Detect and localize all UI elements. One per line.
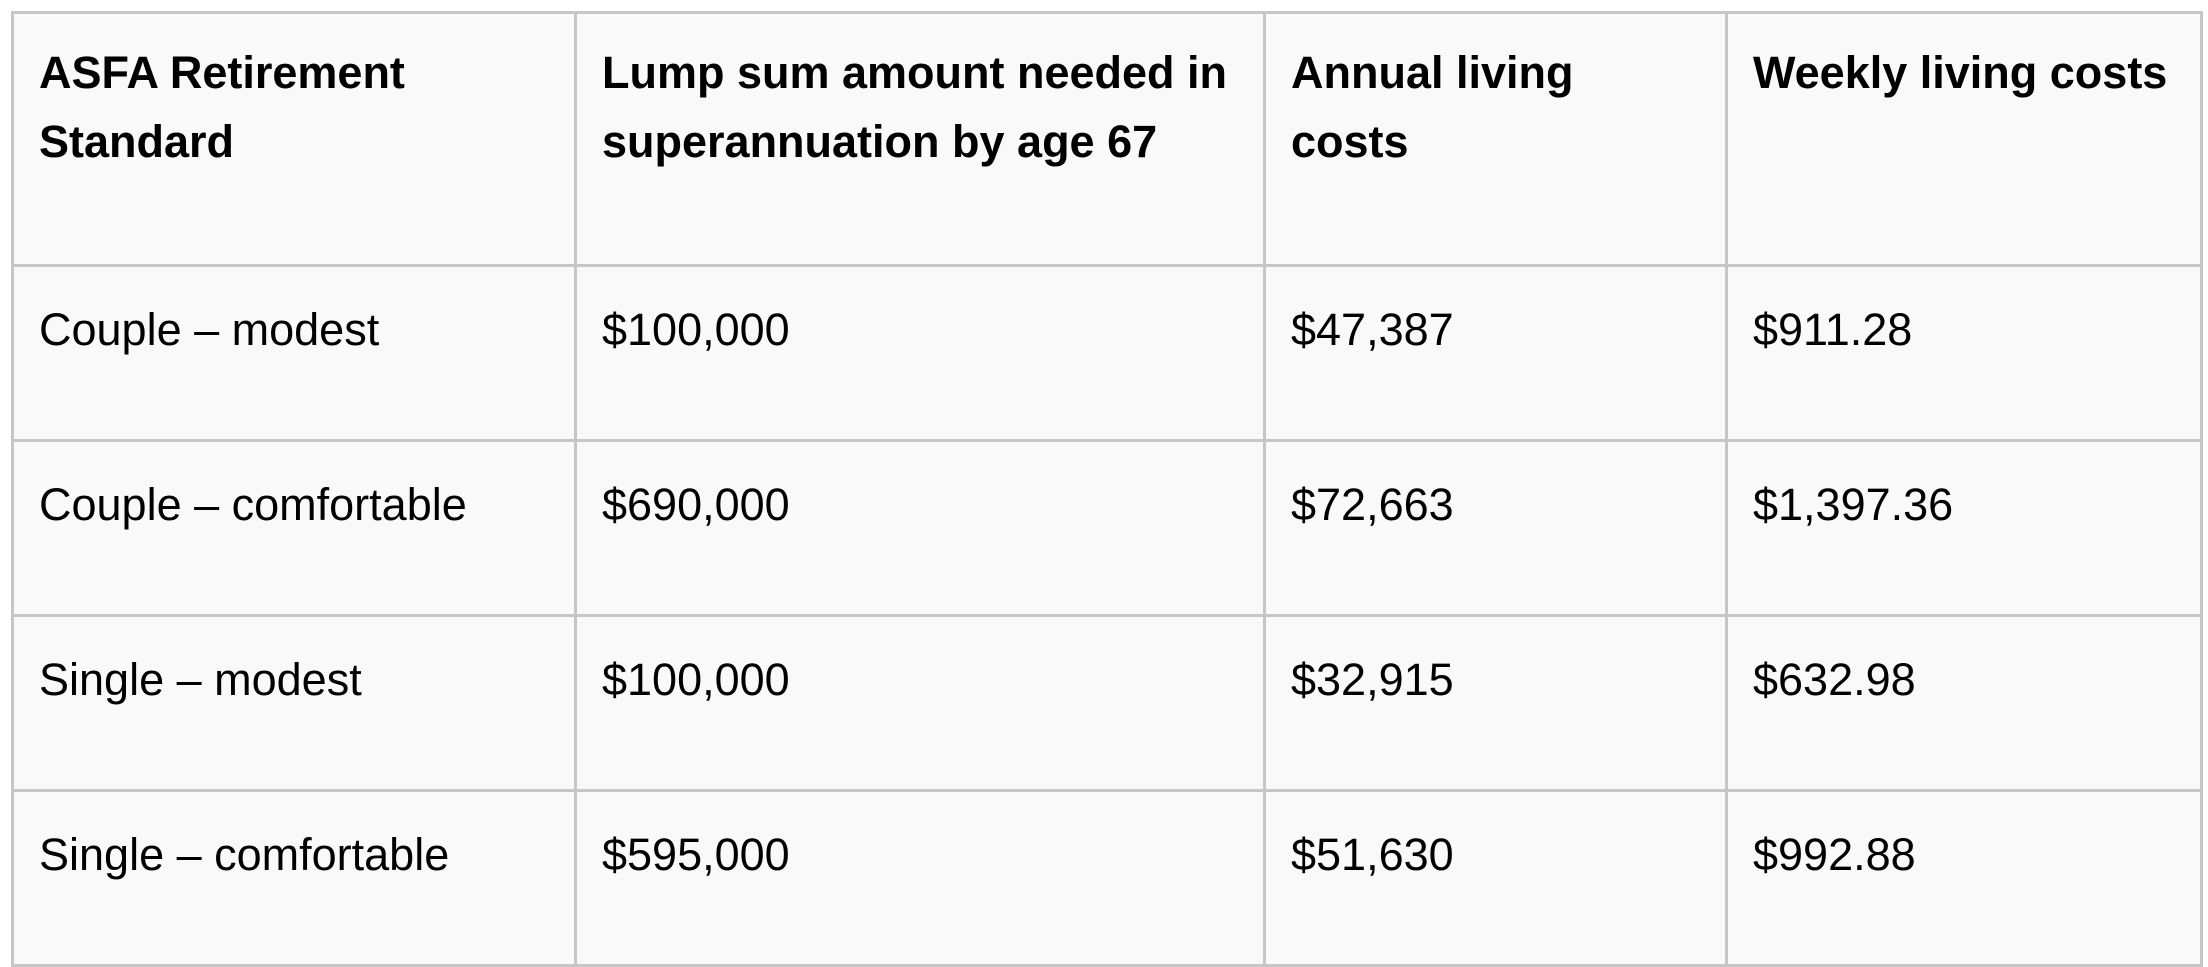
header-cell: Weekly living costs — [1725, 11, 2203, 267]
table-body: Couple – modest $100,000 $47,387 $911.28 Cou… — [11, 264, 2203, 967]
table-row: Couple – comfortable $690,000 $72,663 $1,39… — [11, 439, 2203, 617]
table-cell: $47,387 — [1263, 264, 1728, 442]
table-row: Couple – modest $100,000 $47,387 $911.28 — [11, 264, 2203, 442]
table-cell: $51,630 — [1263, 789, 1728, 967]
table-cell: $72,663 — [1263, 439, 1728, 617]
table-cell: Couple – comfortable — [11, 439, 577, 617]
table-cell: $992.88 — [1725, 789, 2203, 967]
header-cell: ASFA Retirement Standard — [11, 11, 577, 267]
table-cell: $32,915 — [1263, 614, 1728, 792]
table-cell: $595,000 — [574, 789, 1266, 967]
table-header: ASFA Retirement Standard Lump sum amount … — [11, 11, 2203, 267]
table-cell: $100,000 — [574, 614, 1266, 792]
table-cell: $1,397.36 — [1725, 439, 2203, 617]
table-cell: $632.98 — [1725, 614, 2203, 792]
header-cell: Lump sum amount needed in superannuation… — [574, 11, 1266, 267]
header-cell: Annual living costs — [1263, 11, 1728, 267]
table-row: Single – modest $100,000 $32,915 $632.98 — [11, 614, 2203, 792]
table-cell: $100,000 — [574, 264, 1266, 442]
retirement-table: ASFA Retirement Standard Lump sum amount … — [11, 11, 2203, 967]
table-cell: $911.28 — [1725, 264, 2203, 442]
table-cell: $690,000 — [574, 439, 1266, 617]
table-cell: Single – modest — [11, 614, 577, 792]
table-row: Single – comfortable $595,000 $51,630 $992.… — [11, 789, 2203, 967]
header-row: ASFA Retirement Standard Lump sum amount … — [11, 11, 2203, 267]
table-cell: Single – comfortable — [11, 789, 577, 967]
table-cell: Couple – modest — [11, 264, 577, 442]
